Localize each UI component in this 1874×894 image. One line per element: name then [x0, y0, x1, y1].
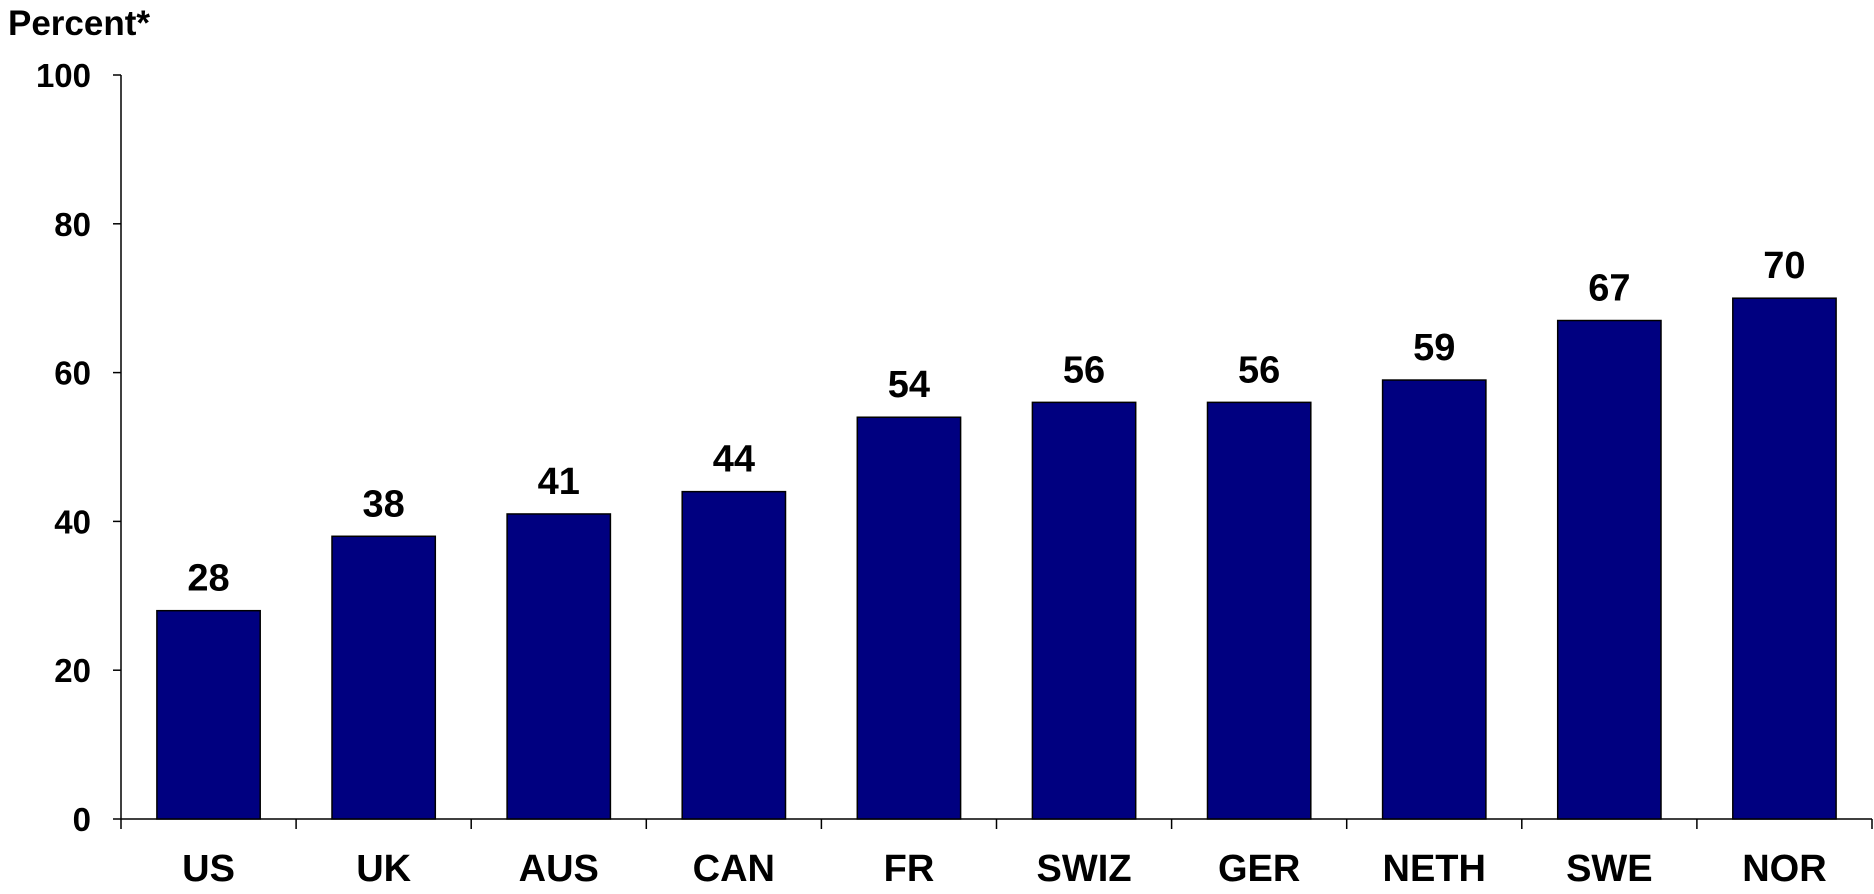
x-tick-label: AUS: [519, 848, 599, 890]
data-label: 38: [363, 483, 405, 525]
labels: 28 US 38 UK 41 AUS 44 CAN 54 FR 56 SWIZ 56 GER 59 NETH 6…: [182, 245, 1827, 890]
x-tick-label: SWE: [1566, 848, 1653, 890]
bar-ger: [1206, 401, 1312, 820]
bar-neth: [1381, 379, 1487, 820]
bar-us: [156, 609, 261, 820]
y-tick-label: 60: [54, 355, 91, 392]
data-label: 44: [713, 439, 755, 481]
data-label: 67: [1588, 268, 1630, 310]
data-label: 56: [1063, 349, 1105, 391]
x-tick-label: GER: [1218, 848, 1300, 890]
y-tick-label: 20: [54, 652, 91, 689]
x-tick-label: NETH: [1383, 848, 1486, 890]
y-axis-label: Percent*: [8, 4, 151, 43]
x-tick-label: US: [182, 848, 235, 890]
axes: 0 20 40 60 80 100: [36, 57, 1873, 838]
bar-can: [681, 490, 787, 820]
y-tick-label: 80: [54, 206, 91, 243]
bars: [156, 297, 1837, 820]
bar-swiz: [1031, 401, 1137, 820]
data-label: 41: [538, 461, 580, 503]
x-tick-label: CAN: [693, 848, 775, 890]
data-label: 54: [888, 364, 930, 406]
bar-swe: [1556, 319, 1662, 820]
bar-nor: [1732, 297, 1837, 820]
data-label: 70: [1763, 245, 1805, 287]
bar-uk: [331, 535, 437, 820]
y-tick-label: 0: [73, 801, 91, 838]
data-label: 59: [1413, 327, 1455, 369]
x-tick-label: UK: [356, 848, 411, 890]
bar-aus: [506, 513, 612, 820]
y-tick-label: 100: [36, 57, 91, 94]
data-label: 56: [1238, 349, 1280, 391]
x-tick-label: NOR: [1742, 848, 1826, 890]
y-tick-label: 40: [54, 503, 91, 540]
bar-fr: [856, 416, 962, 820]
x-tick-label: FR: [884, 848, 935, 890]
data-label: 28: [187, 558, 229, 600]
x-tick-label: SWIZ: [1037, 848, 1132, 890]
